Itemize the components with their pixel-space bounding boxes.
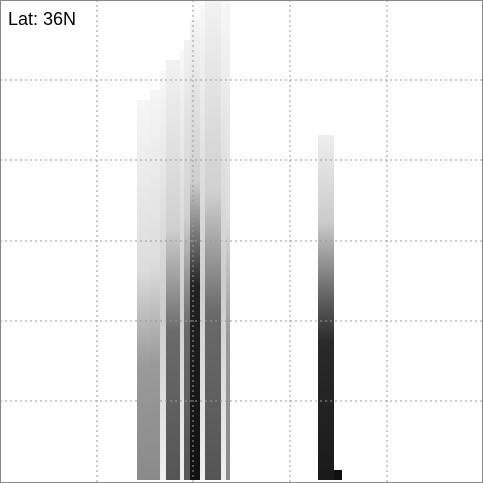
latitude-label: Lat: 36N bbox=[8, 9, 76, 29]
strip bbox=[221, 0, 226, 480]
strip bbox=[318, 135, 334, 480]
strip bbox=[190, 20, 200, 480]
strip bbox=[205, 0, 221, 480]
strip bbox=[137, 100, 150, 480]
strip bbox=[180, 50, 184, 480]
strip bbox=[160, 70, 166, 480]
strip bbox=[200, 5, 205, 480]
strip bbox=[226, 0, 230, 480]
strip bbox=[150, 90, 160, 480]
strip bbox=[184, 40, 190, 480]
shading bbox=[137, 0, 342, 480]
strip bbox=[166, 60, 180, 480]
strip bbox=[334, 470, 342, 480]
